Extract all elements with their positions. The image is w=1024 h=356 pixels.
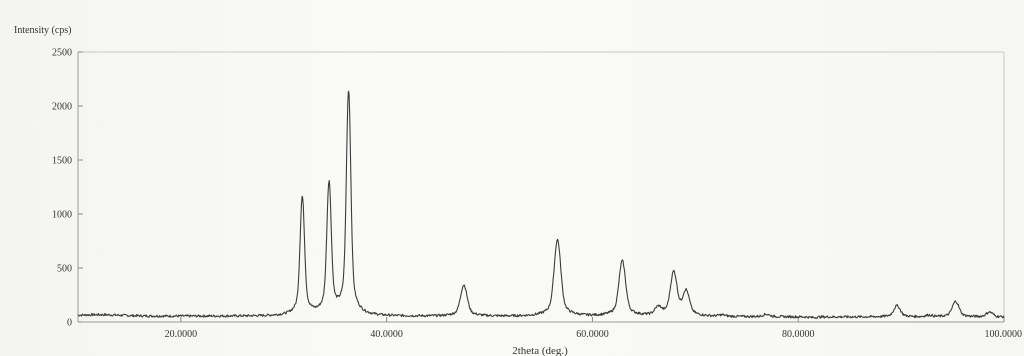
x-tick-label: 80.0000	[782, 329, 815, 340]
x-tick-label: 60.0000	[576, 329, 609, 340]
y-tick-label: 0	[67, 318, 72, 329]
y-tick-label: 2500	[52, 48, 72, 59]
y-tick-label: 1000	[52, 210, 72, 221]
x-tick-label: 100.0000	[985, 329, 1023, 340]
series-group	[77, 90, 1005, 319]
x-axis-ticks: 20.0000 40.0000 60.0000 80.0000 100.0000	[165, 317, 1022, 340]
x-tick-label: 40.0000	[370, 329, 403, 340]
y-tick-label: 1500	[52, 156, 72, 167]
y-tick-label: 500	[57, 264, 72, 275]
y-axis-label: Intensity (cps)	[14, 25, 72, 36]
x-tick-label: 20.0000	[165, 329, 198, 340]
y-tick-label: 2000	[52, 102, 72, 113]
xrd-pattern-line	[77, 90, 1005, 319]
x-axis-label: 2theta (deg.)	[512, 345, 568, 356]
y-axis-ticks: 0 500 1000 1500 2000 2500	[52, 48, 83, 329]
